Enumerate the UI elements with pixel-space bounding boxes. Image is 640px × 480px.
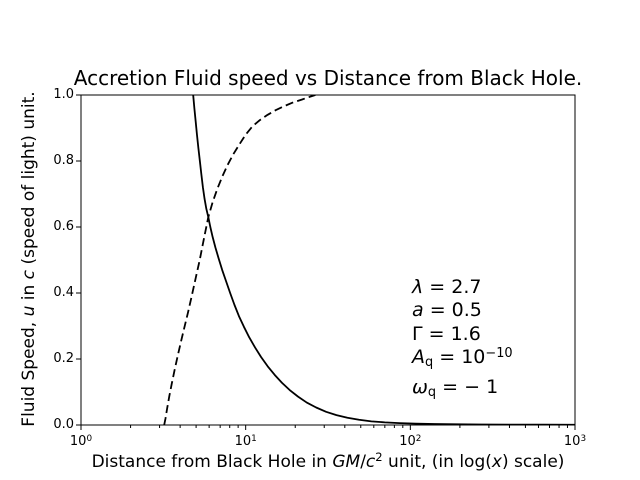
axes-spines [80, 94, 576, 426]
y-tick-label: 1.0 [53, 87, 74, 102]
x-axis-label: Distance from Black Hole in GM/c2 unit, … [91, 450, 565, 472]
x-tick-label: 101 [234, 433, 257, 449]
x-tick-label: 102 [399, 433, 422, 449]
curve-accretion-branch [192, 95, 575, 425]
annotation-spin: a = 0.5 [412, 299, 482, 321]
x-tick-label: 103 [563, 433, 587, 449]
chart-title: Accretion Fluid speed vs Distance from B… [73, 66, 583, 90]
y-axis-label: Fluid Speed, u in c (speed of light) uni… [19, 91, 39, 427]
annotation-omega: ωq = − 1 [412, 376, 499, 401]
x-tick-label: 100 [69, 433, 93, 449]
y-tick-label: 0.6 [53, 219, 74, 234]
annotation-lambda: λ = 2.7 [412, 276, 482, 298]
y-tick-label: 0.4 [53, 285, 74, 300]
annotation-aq: Aq = 10−10 [412, 345, 513, 371]
y-tick-label: 0.8 [53, 153, 74, 168]
y-tick-label: 0.0 [53, 417, 74, 432]
curve-wind-branch [163, 95, 316, 425]
y-tick-label: 0.2 [53, 351, 74, 366]
annotation-gamma: Γ = 1.6 [412, 323, 481, 345]
